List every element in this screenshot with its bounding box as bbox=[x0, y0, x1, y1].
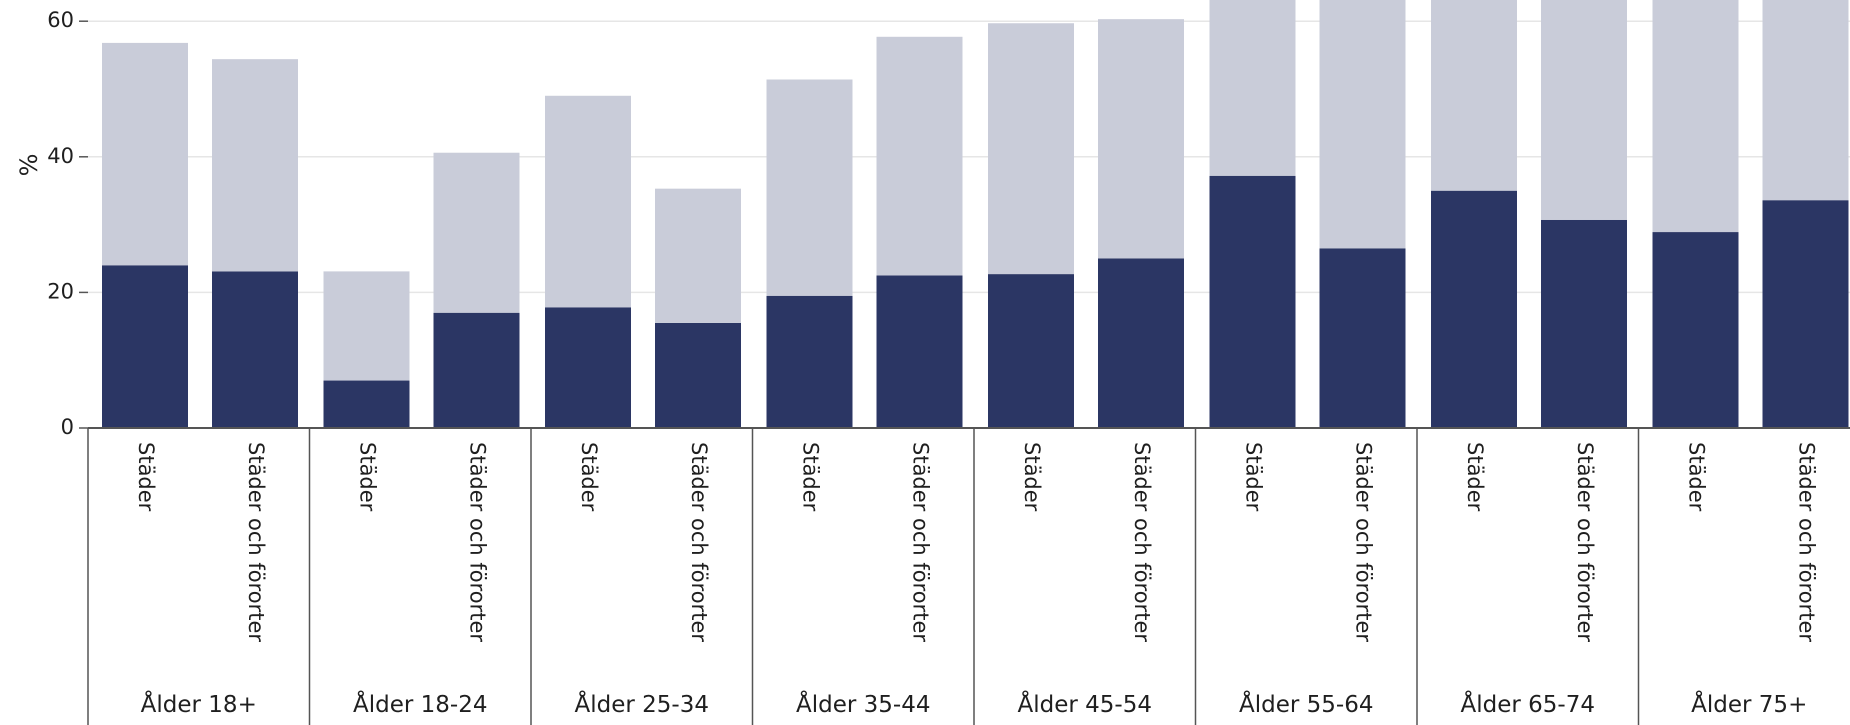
bar-segment-2 bbox=[766, 79, 853, 296]
bar-segment-1 bbox=[1209, 175, 1296, 428]
bar-segment-2 bbox=[1098, 19, 1184, 259]
group-label: Ålder 75+ bbox=[1691, 690, 1807, 718]
y-tick-label: 60 bbox=[47, 8, 74, 32]
bar-segment-2 bbox=[1541, 0, 1627, 220]
bar-segment-2 bbox=[212, 59, 298, 272]
group-label: Ålder 25-34 bbox=[575, 690, 709, 718]
category-label: Städer bbox=[134, 442, 158, 512]
category-label: Städer och förorter bbox=[1130, 442, 1154, 642]
category-label: Städer bbox=[1463, 442, 1487, 512]
bar-segment-1 bbox=[212, 271, 298, 428]
category-label: Städer och förorter bbox=[244, 442, 268, 642]
bar-segment-2 bbox=[1431, 0, 1517, 191]
category-label: Städer och förorter bbox=[687, 442, 711, 642]
group-label: Ålder 55-64 bbox=[1239, 690, 1373, 718]
category-label: Städer bbox=[577, 442, 601, 512]
y-tick-label: 40 bbox=[47, 144, 74, 168]
bar-segment-1 bbox=[1652, 232, 1739, 428]
bar-segment-1 bbox=[323, 380, 410, 428]
category-label: Städer och förorter bbox=[909, 442, 933, 642]
axes bbox=[87, 427, 1850, 725]
bar-segment-1 bbox=[1319, 248, 1406, 428]
category-label: Städer bbox=[799, 442, 823, 512]
bar-segment-2 bbox=[1652, 0, 1739, 233]
category-label: Städer och förorter bbox=[1352, 442, 1376, 642]
bar-segment-2 bbox=[1762, 0, 1849, 201]
y-tick-label: 0 bbox=[61, 415, 74, 439]
group-labels: Ålder 18+ Ålder 18-24 Ålder 25-34 Ålder 35-… bbox=[141, 690, 1808, 718]
group-label: Ålder 18+ bbox=[141, 690, 257, 718]
bar-segment-2 bbox=[323, 271, 410, 381]
y-axis-title: % bbox=[15, 154, 43, 177]
bars bbox=[102, 0, 1849, 428]
category-label: Städer och förorter bbox=[1795, 442, 1819, 642]
group-label: Ålder 65-74 bbox=[1461, 690, 1595, 718]
bar-segment-1 bbox=[1098, 258, 1184, 428]
bar-segment-1 bbox=[766, 295, 853, 428]
bar-segment-1 bbox=[988, 274, 1074, 428]
bar-segment-1 bbox=[876, 275, 963, 428]
category-label: Städer bbox=[1685, 442, 1709, 512]
group-label: Ålder 45-54 bbox=[1018, 690, 1152, 718]
category-labels: Städer Städer och förorter Städer Städer oc… bbox=[134, 442, 1819, 642]
bar-segment-1 bbox=[1541, 219, 1627, 428]
bar-segment-1 bbox=[655, 322, 741, 428]
category-label: Städer bbox=[1242, 442, 1266, 512]
bar-segment-1 bbox=[1762, 200, 1849, 428]
y-tick-label: 20 bbox=[47, 279, 74, 303]
category-label: Städer bbox=[1020, 442, 1044, 512]
bar-segment-1 bbox=[433, 312, 520, 428]
bar-segment-2 bbox=[102, 42, 188, 266]
bar-segment-2 bbox=[1209, 0, 1296, 176]
bar-segment-2 bbox=[433, 152, 520, 313]
bar-segment-1 bbox=[102, 265, 188, 428]
category-label: Städer och förorter bbox=[1573, 442, 1597, 642]
bar-segment-1 bbox=[1431, 190, 1517, 428]
bar-segment-2 bbox=[988, 23, 1074, 275]
group-label: Ålder 35-44 bbox=[796, 690, 930, 718]
bar-segment-2 bbox=[1319, 0, 1406, 249]
bar-segment-2 bbox=[876, 36, 963, 276]
y-axis-ticks: 0 20 40 60 bbox=[47, 8, 88, 439]
bar-segment-2 bbox=[545, 95, 631, 308]
category-label: Städer och förorter bbox=[466, 442, 490, 642]
category-label: Städer bbox=[356, 442, 380, 512]
group-label: Ålder 18-24 bbox=[353, 690, 487, 718]
bar-segment-1 bbox=[545, 307, 631, 428]
bar-segment-2 bbox=[655, 188, 741, 323]
